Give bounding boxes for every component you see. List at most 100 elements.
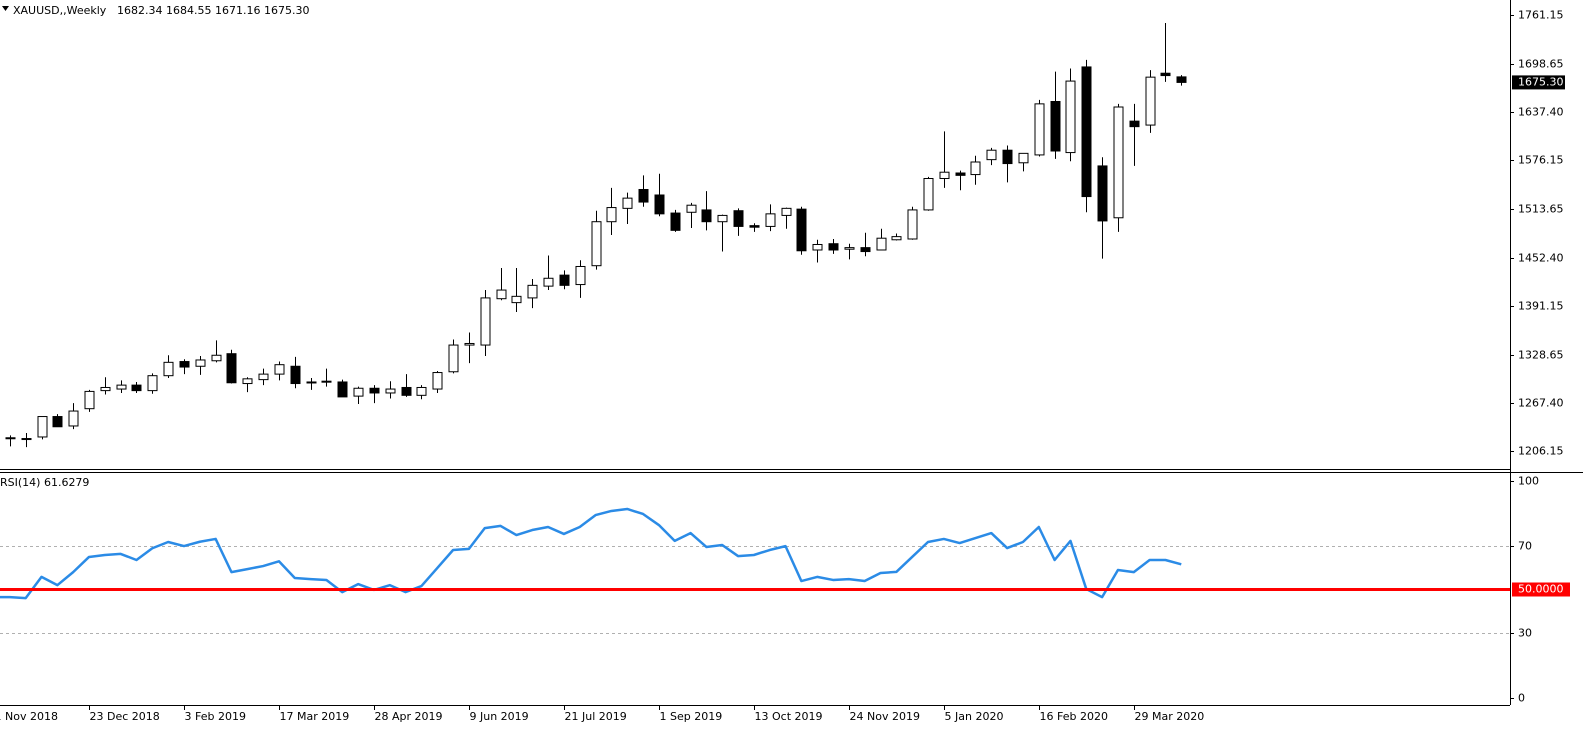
- collapse-icon[interactable]: [2, 6, 9, 11]
- ohlc-values: 1682.34 1684.55 1671.16 1675.30: [117, 4, 309, 17]
- candle-body: [290, 365, 301, 385]
- x-tick-label: 9 Jun 2019: [470, 710, 529, 723]
- candle-body: [1065, 80, 1076, 154]
- candle-body: [812, 243, 823, 251]
- candle-body: [68, 410, 79, 427]
- x-tick-label: 23 Dec 2018: [90, 710, 160, 723]
- candle-body: [258, 373, 269, 381]
- y-tick-label: 30: [1518, 627, 1532, 640]
- candle-body: [242, 378, 253, 385]
- candle-body: [274, 364, 285, 375]
- y-tick-label: 1452.40: [1518, 252, 1564, 265]
- candle-body: [1034, 103, 1045, 156]
- candle-body: [84, 390, 95, 410]
- candle-body: [923, 177, 934, 211]
- candle-body: [749, 225, 760, 228]
- candle-body: [1129, 120, 1140, 128]
- candle-body: [891, 236, 902, 241]
- candle-body: [5, 437, 16, 440]
- candle-body: [226, 353, 237, 384]
- x-tick-label: 21 Jul 2019: [565, 710, 627, 723]
- candle-body: [179, 361, 190, 368]
- y-tick-label: 1206.15: [1518, 445, 1564, 458]
- candle-body: [1002, 149, 1013, 165]
- candle-body: [511, 295, 522, 304]
- y-tick-label: 1576.15: [1518, 154, 1564, 167]
- candle-body: [306, 381, 317, 384]
- candle-body: [369, 387, 380, 394]
- x-tick-label: 1 Sep 2019: [660, 710, 723, 723]
- y-tick-label: 1328.65: [1518, 349, 1564, 362]
- x-tick-label: 3 Feb 2019: [185, 710, 246, 723]
- candle-body: [591, 221, 602, 267]
- candle-body: [638, 188, 649, 203]
- y-tick-label: 100: [1518, 475, 1539, 488]
- candle-body: [828, 243, 839, 251]
- candle-body: [195, 359, 206, 367]
- candle-body: [163, 361, 174, 377]
- hline-label-box: [1512, 582, 1570, 597]
- candle-body: [606, 207, 617, 223]
- candle-body: [353, 387, 364, 397]
- x-tick-label: 29 Mar 2020: [1135, 710, 1205, 723]
- candle-body: [796, 208, 807, 252]
- candle-body: [970, 161, 981, 176]
- candle-body: [416, 386, 427, 396]
- x-tick-label: 1 Nov 2018: [0, 710, 58, 723]
- candle-body: [654, 194, 665, 215]
- y-tick-label: 1267.40: [1518, 397, 1564, 410]
- candle-body: [559, 274, 570, 286]
- candle-body: [622, 197, 633, 209]
- candle-body: [765, 213, 776, 227]
- candle-body: [1145, 76, 1156, 126]
- candle-body: [686, 204, 697, 213]
- candle-body: [385, 388, 396, 394]
- axes: 1761.15 1698.65 1637.40 1576.15 1513.65 1452.…: [0, 9, 1570, 723]
- candle-body: [701, 209, 712, 223]
- x-tick-label: 24 Nov 2019: [850, 710, 920, 723]
- candle-body: [781, 207, 792, 216]
- candle-body: [21, 438, 32, 441]
- candle-body: [717, 214, 728, 223]
- candle-body: [1176, 76, 1187, 83]
- candle-body: [401, 386, 412, 396]
- candle-body: [1160, 72, 1171, 77]
- y-tick-label: 1391.15: [1518, 300, 1564, 313]
- candle-body: [733, 210, 744, 227]
- candle-body: [1113, 106, 1124, 219]
- candle-body: [543, 277, 554, 287]
- symbol-title: XAUUSD,,Weekly: [13, 4, 107, 17]
- candle-body: [321, 380, 332, 383]
- hline-label: 50.0000: [1518, 583, 1564, 596]
- y-tick-label: 70: [1518, 540, 1532, 553]
- candle-body: [464, 342, 475, 346]
- candle-body: [100, 386, 111, 392]
- candle-body: [448, 344, 459, 373]
- candle-body: [432, 372, 443, 390]
- x-tick-label: 28 Apr 2019: [375, 710, 443, 723]
- candle-body: [1050, 101, 1061, 152]
- candle-body: [955, 172, 966, 176]
- rsi-panel: [0, 507, 1510, 634]
- candle-body: [52, 416, 63, 428]
- last-price-label: 1675.30: [1518, 75, 1564, 88]
- last-price-box: [1512, 75, 1565, 90]
- y-tick-label: 1761.15: [1518, 9, 1564, 22]
- rsi-line: [0, 507, 1182, 600]
- y-tick-label: 1513.65: [1518, 203, 1564, 216]
- candle-body: [575, 265, 586, 286]
- candle-body: [211, 354, 222, 362]
- y-tick-label: 0: [1518, 692, 1525, 705]
- candle-body: [844, 247, 855, 250]
- candle-body: [986, 149, 997, 161]
- candle-body: [670, 212, 681, 231]
- x-tick-label: 5 Jan 2020: [945, 710, 1004, 723]
- candle-body: [116, 384, 127, 390]
- price-panel: [5, 22, 1187, 448]
- x-tick-label: 13 Oct 2019: [755, 710, 823, 723]
- candle-body: [907, 209, 918, 240]
- candle-body: [147, 375, 158, 392]
- candle-body: [1018, 152, 1029, 164]
